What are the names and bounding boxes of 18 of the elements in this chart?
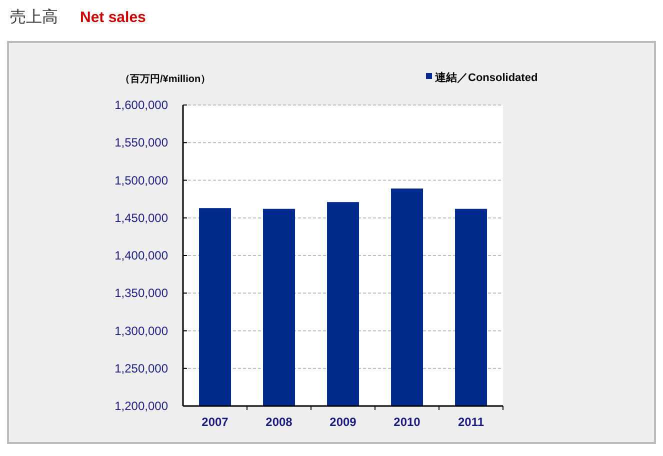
x-tick-label: 2007 — [202, 415, 229, 429]
y-tick-label: 1,550,000 — [114, 136, 168, 150]
y-tick-label: 1,200,000 — [114, 399, 168, 413]
y-tick-label: 1,500,000 — [114, 173, 168, 188]
x-tick-label: 2008 — [266, 415, 293, 429]
y-tick-label: 1,300,000 — [114, 324, 168, 338]
chart-subtitle: Net sales — [80, 9, 146, 26]
y-tick-label: 1,250,000 — [114, 361, 168, 376]
y-axis-title: （百万円/¥million） — [120, 74, 211, 85]
y-tick-label: 1,450,000 — [114, 210, 168, 225]
x-tick-label: 2009 — [330, 415, 357, 429]
text: 売上高 — [10, 8, 58, 26]
y-tick-label: 1,400,000 — [114, 248, 168, 262]
legend-label: 連結／Consolidated — [434, 71, 538, 84]
x-tick-label: 2010 — [394, 415, 421, 429]
y-tick-label: 1,350,000 — [114, 286, 168, 300]
x-tick-label: 2011 — [458, 415, 484, 429]
y-tick-label: 1,600,000 — [114, 98, 168, 112]
